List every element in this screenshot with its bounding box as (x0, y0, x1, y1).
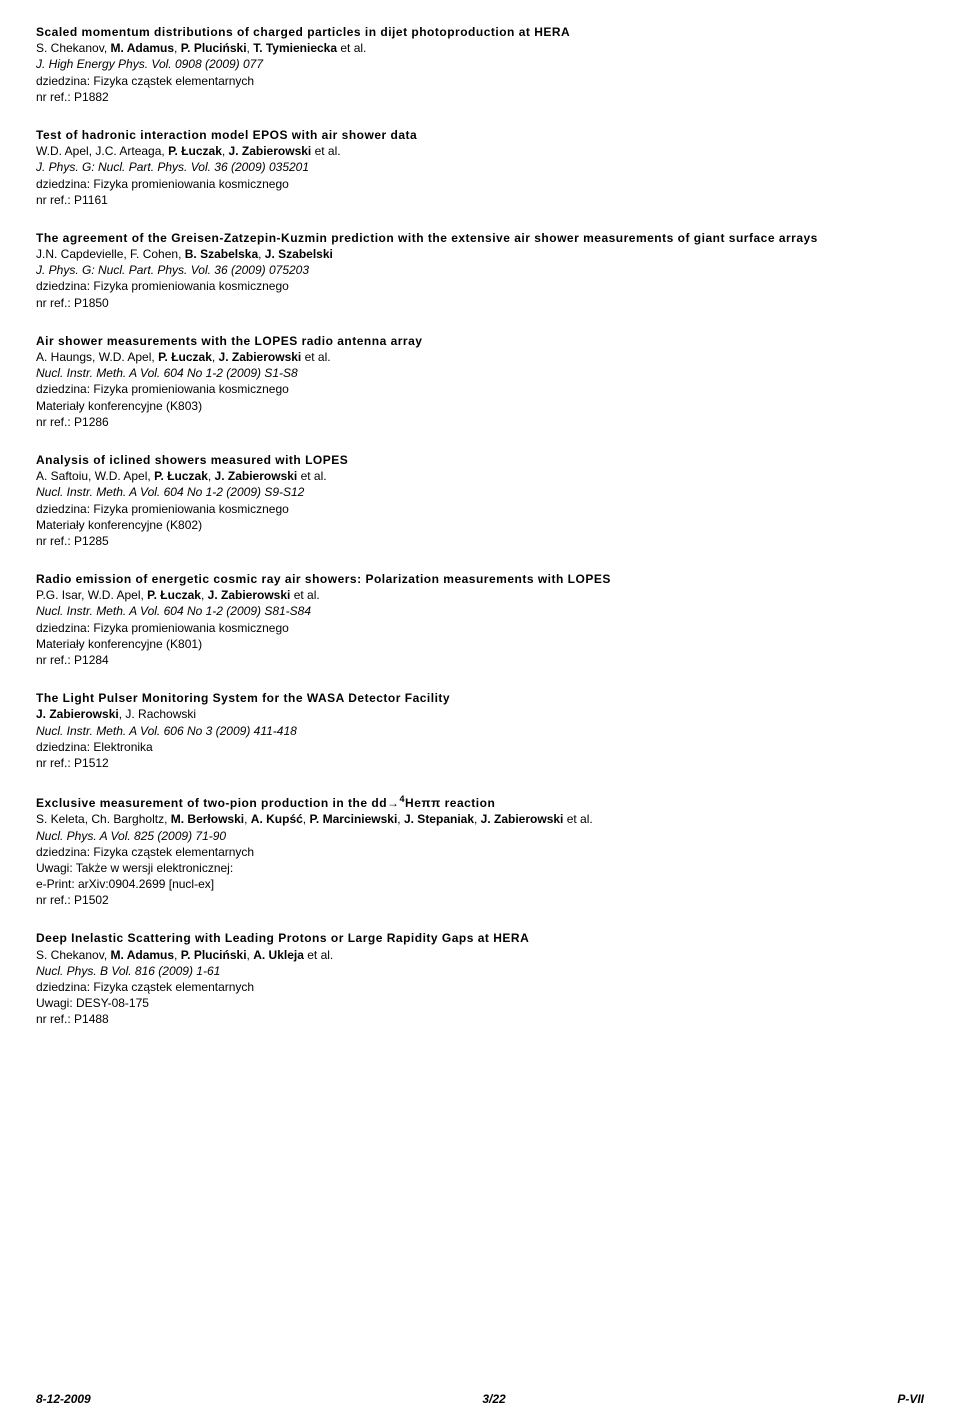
entry-journal: J. High Energy Phys. Vol. 0908 (2009) 07… (36, 56, 924, 72)
entry-journal: J. Phys. G: Nucl. Part. Phys. Vol. 36 (2… (36, 262, 924, 278)
entry-authors: P.G. Isar, W.D. Apel, P. Łuczak, J. Zabi… (36, 587, 924, 603)
footer-section: P-VII (897, 1392, 924, 1406)
entry-journal: Nucl. Phys. B Vol. 816 (2009) 1-61 (36, 963, 924, 979)
entry-authors: A. Haungs, W.D. Apel, P. Łuczak, J. Zabi… (36, 349, 924, 365)
footer-page: 3/22 (482, 1392, 505, 1406)
entry-line: nr ref.: P1882 (36, 89, 924, 105)
entry-title: Scaled momentum distributions of charged… (36, 24, 924, 40)
entry-authors: S. Keleta, Ch. Bargholtz, M. Berłowski, … (36, 811, 924, 827)
entry-line: Uwagi: Także w wersji elektronicznej: (36, 860, 924, 876)
publication-entry: Test of hadronic interaction model EPOS … (36, 127, 924, 208)
entry-line: dziedzina: Fizyka promieniowania kosmicz… (36, 501, 924, 517)
entry-title: The Light Pulser Monitoring System for t… (36, 690, 924, 706)
publication-entry: The agreement of the Greisen-Zatzepin-Ku… (36, 230, 924, 311)
entry-line: dziedzina: Fizyka cząstek elementarnych (36, 979, 924, 995)
entry-journal: Nucl. Instr. Meth. A Vol. 604 No 1-2 (20… (36, 484, 924, 500)
entry-authors: S. Chekanov, M. Adamus, P. Pluciński, A.… (36, 947, 924, 963)
publication-entry: Scaled momentum distributions of charged… (36, 24, 924, 105)
publication-entry: Deep Inelastic Scattering with Leading P… (36, 930, 924, 1027)
publication-entry: Exclusive measurement of two-pion produc… (36, 793, 924, 908)
entry-line: nr ref.: P1850 (36, 295, 924, 311)
entry-authors: S. Chekanov, M. Adamus, P. Pluciński, T.… (36, 40, 924, 56)
publication-list: Scaled momentum distributions of charged… (36, 24, 924, 1028)
entry-authors: W.D. Apel, J.C. Arteaga, P. Łuczak, J. Z… (36, 143, 924, 159)
entry-line: nr ref.: P1488 (36, 1011, 924, 1027)
publication-entry: The Light Pulser Monitoring System for t… (36, 690, 924, 771)
entry-line: dziedzina: Fizyka promieniowania kosmicz… (36, 620, 924, 636)
publication-entry: Radio emission of energetic cosmic ray a… (36, 571, 924, 668)
entry-title: Exclusive measurement of two-pion produc… (36, 793, 924, 811)
entry-line: nr ref.: P1284 (36, 652, 924, 668)
entry-journal: Nucl. Phys. A Vol. 825 (2009) 71-90 (36, 828, 924, 844)
entry-line: e-Print: arXiv:0904.2699 [nucl-ex] (36, 876, 924, 892)
entry-line: nr ref.: P1502 (36, 892, 924, 908)
entry-authors: A. Saftoiu, W.D. Apel, P. Łuczak, J. Zab… (36, 468, 924, 484)
publication-entry: Air shower measurements with the LOPES r… (36, 333, 924, 430)
entry-authors: J.N. Capdevielle, F. Cohen, B. Szabelska… (36, 246, 924, 262)
entry-title: Analysis of iclined showers measured wit… (36, 452, 924, 468)
entry-line: Materiały konferencyjne (K803) (36, 398, 924, 414)
entry-line: dziedzina: Elektronika (36, 739, 924, 755)
footer-date: 8-12-2009 (36, 1392, 91, 1406)
entry-authors: J. Zabierowski, J. Rachowski (36, 706, 924, 722)
publication-entry: Analysis of iclined showers measured wit… (36, 452, 924, 549)
entry-line: nr ref.: P1285 (36, 533, 924, 549)
entry-line: dziedzina: Fizyka cząstek elementarnych (36, 73, 924, 89)
entry-line: nr ref.: P1161 (36, 192, 924, 208)
entry-journal: J. Phys. G: Nucl. Part. Phys. Vol. 36 (2… (36, 159, 924, 175)
entry-line: dziedzina: Fizyka promieniowania kosmicz… (36, 278, 924, 294)
entry-title: The agreement of the Greisen-Zatzepin-Ku… (36, 230, 924, 246)
entry-title: Deep Inelastic Scattering with Leading P… (36, 930, 924, 946)
entry-title: Test of hadronic interaction model EPOS … (36, 127, 924, 143)
entry-line: dziedzina: Fizyka promieniowania kosmicz… (36, 176, 924, 192)
entry-journal: Nucl. Instr. Meth. A Vol. 604 No 1-2 (20… (36, 603, 924, 619)
entry-line: dziedzina: Fizyka cząstek elementarnych (36, 844, 924, 860)
entry-line: Uwagi: DESY-08-175 (36, 995, 924, 1011)
entry-line: nr ref.: P1512 (36, 755, 924, 771)
entry-title: Air shower measurements with the LOPES r… (36, 333, 924, 349)
entry-journal: Nucl. Instr. Meth. A Vol. 606 No 3 (2009… (36, 723, 924, 739)
entry-line: Materiały konferencyjne (K802) (36, 517, 924, 533)
page-footer: 8-12-2009 3/22 P-VII (36, 1392, 924, 1406)
entry-journal: Nucl. Instr. Meth. A Vol. 604 No 1-2 (20… (36, 365, 924, 381)
entry-line: Materiały konferencyjne (K801) (36, 636, 924, 652)
entry-line: nr ref.: P1286 (36, 414, 924, 430)
entry-title: Radio emission of energetic cosmic ray a… (36, 571, 924, 587)
entry-line: dziedzina: Fizyka promieniowania kosmicz… (36, 381, 924, 397)
